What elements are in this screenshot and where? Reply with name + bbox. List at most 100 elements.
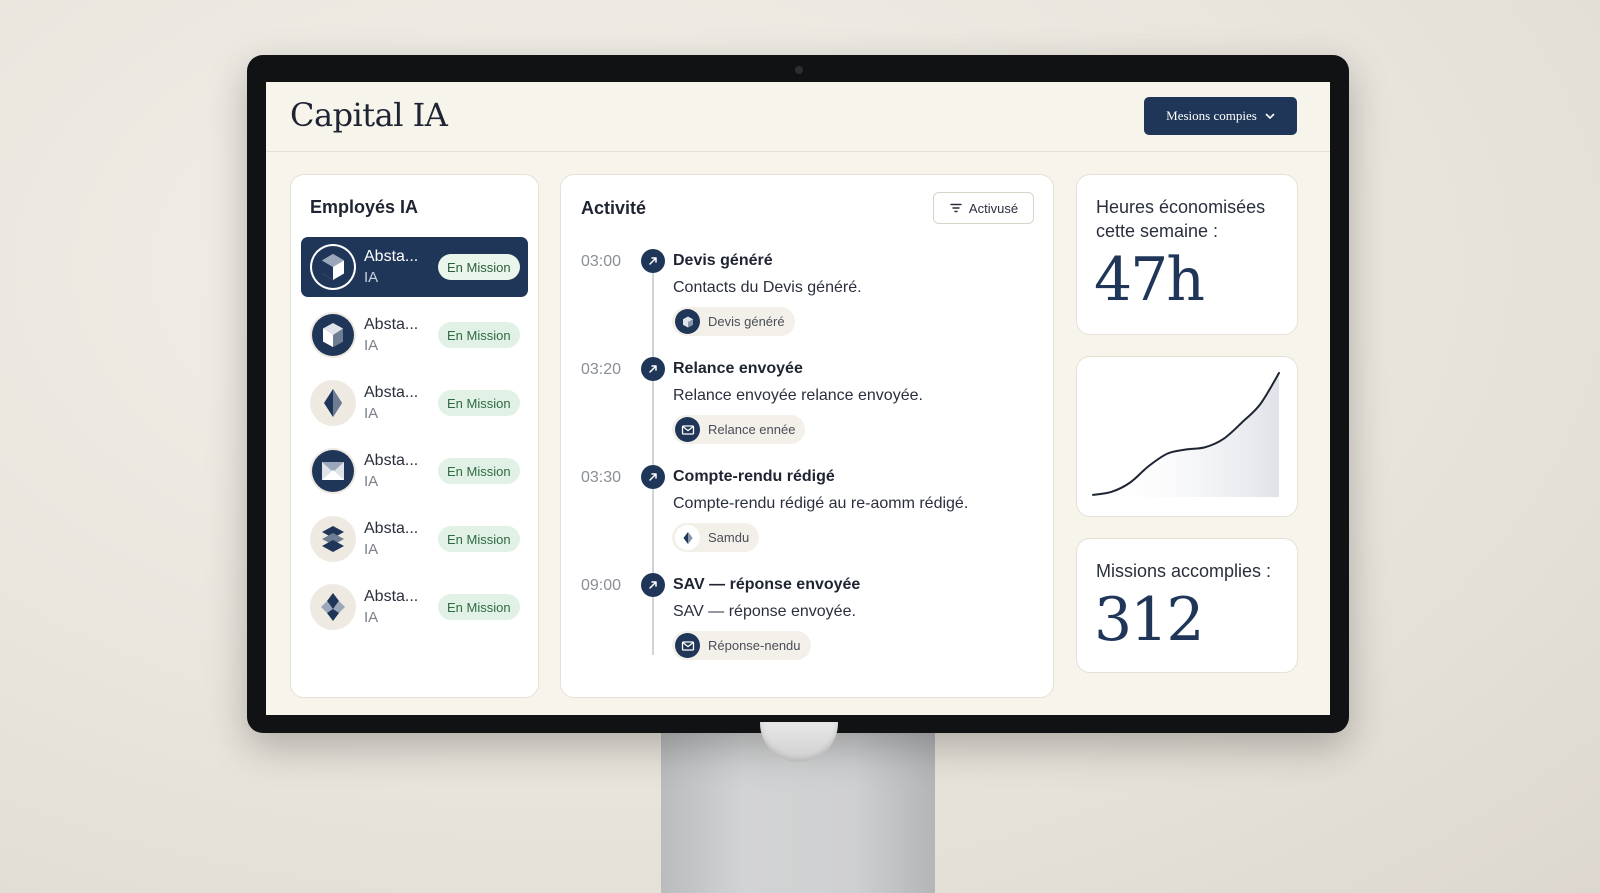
cube-icon [312, 314, 354, 356]
hours-saved-label: Heures économisées cette semaine : [1096, 197, 1266, 241]
hexagon-cube-icon [312, 246, 354, 288]
employee-name: Absta... [364, 248, 419, 265]
missions-dropdown[interactable]: Mesions compies [1144, 97, 1297, 135]
event-chip-label: Devis généré [708, 314, 785, 329]
filter-icon [950, 203, 962, 213]
avatar [310, 244, 356, 290]
status-badge: En Mission [438, 390, 520, 416]
employee-item[interactable]: Absta... IA En Mission [301, 509, 528, 569]
hours-saved-value: 47h [1094, 245, 1205, 315]
employee-role: IA [364, 541, 379, 558]
employee-name: Absta... [364, 384, 419, 401]
event-chip[interactable]: Devis généré [672, 307, 795, 336]
event-dot [641, 357, 665, 381]
timeline-event: 09:00 SAV — réponse envoyée SAV — réponse … [561, 573, 1055, 683]
employee-role: IA [364, 405, 379, 422]
employee-role: IA [364, 337, 379, 354]
employee-item[interactable]: Absta... IA En Mission [301, 305, 528, 365]
event-time: 03:20 [581, 361, 622, 378]
employee-role: IA [364, 269, 379, 286]
employee-item[interactable]: Absta... IA En Mission [301, 373, 528, 433]
event-chip[interactable]: Relance ennée [672, 415, 806, 444]
event-chip-label: Relance ennée [708, 422, 796, 437]
diamond-icon [312, 382, 354, 424]
mail-icon [681, 424, 694, 435]
avatar [310, 516, 356, 562]
event-time: 03:00 [581, 253, 622, 270]
app-header: Capital IA Mesions compies [266, 82, 1330, 152]
employee-role: IA [364, 609, 379, 626]
timeline-event: 03:00 Devis généré Contacts du Devis génér… [561, 249, 1055, 359]
arrow-up-right-icon [649, 473, 657, 481]
event-chip[interactable]: Samdu [672, 523, 760, 552]
employee-role: IA [364, 473, 379, 490]
diamond-stack-icon [312, 586, 354, 628]
chip-icon-wrap [675, 525, 700, 550]
missions-accomplished-card: Missions accomplies : 312 [1076, 538, 1298, 673]
trend-chart [1092, 372, 1280, 497]
event-time: 09:00 [581, 577, 622, 594]
mail-icon [681, 640, 694, 651]
activity-panel: Activité Activusé 03:00 Devis généré Conta… [560, 174, 1054, 698]
timeline-event: 03:30 Compte-rendu rédigé Compte-rendu réd… [561, 465, 1055, 575]
status-badge: En Mission [438, 322, 520, 348]
activity-filter-label: Activusé [968, 200, 1019, 216]
missions-accomplished-value: 312 [1094, 585, 1205, 655]
event-description: SAV — réponse envoyée. [673, 603, 856, 620]
trend-chart-card [1076, 356, 1298, 517]
chevron-down-icon [1265, 113, 1275, 119]
cube-icon [682, 316, 693, 327]
timeline-event: 03:20 Relance envoyée Relance envoyée rela… [561, 357, 1055, 467]
event-description: Compte-rendu rédigé au re-aomm rédigé. [673, 495, 969, 512]
hours-saved-card: Heures économisées cette semaine : 47h [1076, 174, 1298, 335]
missions-dropdown-label: Mesions compies [1166, 108, 1257, 123]
arrow-up-right-icon [649, 257, 657, 265]
event-dot [641, 465, 665, 489]
employees-title: Employés IA [310, 197, 419, 217]
event-title: Devis généré [673, 252, 773, 269]
status-badge: En Mission [438, 594, 520, 620]
avatar [310, 448, 356, 494]
status-badge: En Mission [438, 458, 520, 484]
avatar [310, 584, 356, 630]
app-title: Capital IA [290, 96, 448, 134]
arrow-up-right-icon [649, 581, 657, 589]
status-badge: En Mission [438, 526, 520, 552]
event-title: Relance envoyée [673, 360, 803, 377]
event-title: Compte-rendu rédigé [673, 468, 835, 485]
avatar [310, 312, 356, 358]
event-chip-label: Samdu [708, 530, 750, 545]
diamond-icon [683, 531, 692, 544]
event-title: SAV — réponse envoyée [673, 576, 861, 593]
avatar [310, 380, 356, 426]
missions-accomplished-label: Missions accomplies : [1096, 561, 1272, 581]
arrow-up-right-icon [649, 365, 657, 373]
activity-title: Activité [581, 198, 647, 218]
employee-item[interactable]: Absta... IA En Mission [301, 577, 528, 637]
chart-area [1093, 373, 1279, 497]
employee-name: Absta... [364, 316, 419, 333]
event-time: 03:30 [581, 469, 622, 486]
chip-icon-wrap [675, 417, 700, 442]
stacked-layers-icon [312, 518, 354, 560]
status-badge: En Mission [438, 254, 520, 280]
employees-list: Absta... IA En Mission Absta... IA En Mission… [301, 237, 528, 645]
screen: Capital IA Mesions compies Employés IA A… [266, 82, 1330, 715]
envelope-shape-icon [312, 450, 354, 492]
activity-filter-button[interactable]: Activusé [933, 192, 1034, 224]
employee-item[interactable]: Absta... IA En Mission [301, 237, 528, 297]
timeline-line [652, 261, 654, 655]
chart-series-line [1092, 372, 1280, 496]
employee-name: Absta... [364, 452, 419, 469]
event-description: Relance envoyée relance envoyée. [673, 387, 923, 404]
employee-name: Absta... [364, 588, 419, 605]
employee-name: Absta... [364, 520, 419, 537]
webcam-dot [795, 66, 803, 74]
event-dot [641, 573, 665, 597]
employees-panel: Employés IA Absta... IA En Mission Absta...… [290, 174, 539, 698]
event-dot [641, 249, 665, 273]
employee-item[interactable]: Absta... IA En Mission [301, 441, 528, 501]
event-chip[interactable]: Réponse-nendu [672, 631, 811, 660]
chip-icon-wrap [675, 309, 700, 334]
event-description: Contacts du Devis généré. [673, 279, 862, 296]
